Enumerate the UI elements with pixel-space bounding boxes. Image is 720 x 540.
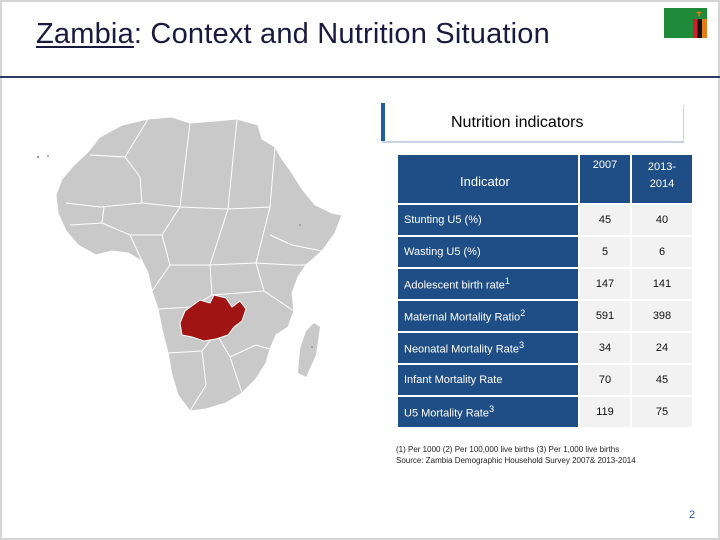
row-label-text: Adolescent birth rate bbox=[404, 279, 505, 292]
footnote-marker: 3 bbox=[518, 340, 525, 351]
cell-2007: 591 bbox=[578, 299, 632, 333]
title-country: Zambia bbox=[36, 18, 134, 50]
zambia-flag-icon bbox=[664, 8, 707, 38]
footnote-marker: 3 bbox=[488, 404, 495, 415]
zambia-highlight bbox=[179, 294, 247, 342]
table-row: Maternal Mortality Ratio2 591 398 bbox=[396, 299, 694, 333]
table-row: Neonatal Mortality Rate3 34 24 bbox=[396, 331, 694, 365]
title-divider bbox=[0, 76, 720, 78]
footnote-marker: 2 bbox=[520, 308, 526, 319]
cell-2007: 70 bbox=[578, 363, 632, 397]
row-label: Adolescent birth rate1 bbox=[396, 267, 580, 301]
row-label: Wasting U5 (%) bbox=[396, 235, 580, 269]
footnote-source: Source: Zambia Demographic Household Sur… bbox=[396, 456, 636, 465]
row-label: Infant Mortality Rate bbox=[396, 363, 580, 397]
indicator-table: Indicator 2007 2013- 2014 Stunting U5 (%)… bbox=[396, 153, 694, 429]
cell-2014: 45 bbox=[630, 363, 694, 397]
cell-2007: 45 bbox=[578, 203, 632, 237]
section-title: Nutrition indicators bbox=[451, 114, 584, 131]
row-label: Neonatal Mortality Rate3 bbox=[396, 331, 580, 365]
header-indicator: Indicator bbox=[396, 153, 580, 205]
table-row: Wasting U5 (%) 5 6 bbox=[396, 235, 694, 269]
header-year2-line1: 2013- bbox=[647, 161, 677, 173]
row-label: Maternal Mortality Ratio2 bbox=[396, 299, 580, 333]
africa-map bbox=[36, 116, 343, 412]
madagascar bbox=[298, 323, 320, 377]
cell-2014: 24 bbox=[630, 331, 694, 365]
row-label: U5 Mortality Rate3 bbox=[396, 395, 580, 429]
cell-2007: 5 bbox=[578, 235, 632, 269]
africa-continent bbox=[55, 116, 343, 412]
table-row: U5 Mortality Rate3 119 75 bbox=[396, 395, 694, 429]
cell-2014: 40 bbox=[630, 203, 694, 237]
frame-top bbox=[0, 0, 720, 2]
footnote-marker: 1 bbox=[504, 276, 510, 287]
row-label-text: U5 Mortality Rate bbox=[404, 407, 489, 420]
header-year2-line2: 2014 bbox=[649, 178, 675, 190]
cell-2014: 75 bbox=[630, 395, 694, 429]
cell-2014: 141 bbox=[630, 267, 694, 301]
footnote-units: (1) Per 1000 (2) Per 100,000 live births… bbox=[396, 445, 620, 454]
frame-right bbox=[718, 0, 720, 540]
cell-2007: 119 bbox=[578, 395, 632, 429]
cell-2007: 147 bbox=[578, 267, 632, 301]
country-borders bbox=[65, 118, 323, 412]
cell-2014: 6 bbox=[630, 235, 694, 269]
table-row: Infant Mortality Rate 70 45 bbox=[396, 363, 694, 397]
table-row: Adolescent birth rate1 147 141 bbox=[396, 267, 694, 301]
footnotes: (1) Per 1000 (2) Per 100,000 live births… bbox=[396, 444, 696, 466]
page-title: Zambia: Context and Nutrition Situation bbox=[36, 18, 550, 51]
page-number: 2 bbox=[689, 509, 696, 521]
header-2007: 2007 bbox=[578, 153, 632, 205]
row-label-text: Neonatal Mortality Rate bbox=[404, 343, 519, 356]
table-row: Stunting U5 (%) 45 40 bbox=[396, 203, 694, 237]
frame-left bbox=[0, 0, 2, 540]
header-2013-2014: 2013- 2014 bbox=[630, 153, 694, 205]
frame-bottom bbox=[0, 538, 720, 540]
cell-2014: 398 bbox=[630, 299, 694, 333]
cell-2007: 34 bbox=[578, 331, 632, 365]
row-label-text: Maternal Mortality Ratio bbox=[404, 311, 521, 324]
section-header: Nutrition indicators bbox=[381, 103, 683, 141]
table-header-row: Indicator 2007 2013- 2014 bbox=[396, 153, 694, 205]
row-label: Stunting U5 (%) bbox=[396, 203, 580, 237]
title-rest: : Context and Nutrition Situation bbox=[133, 18, 550, 50]
